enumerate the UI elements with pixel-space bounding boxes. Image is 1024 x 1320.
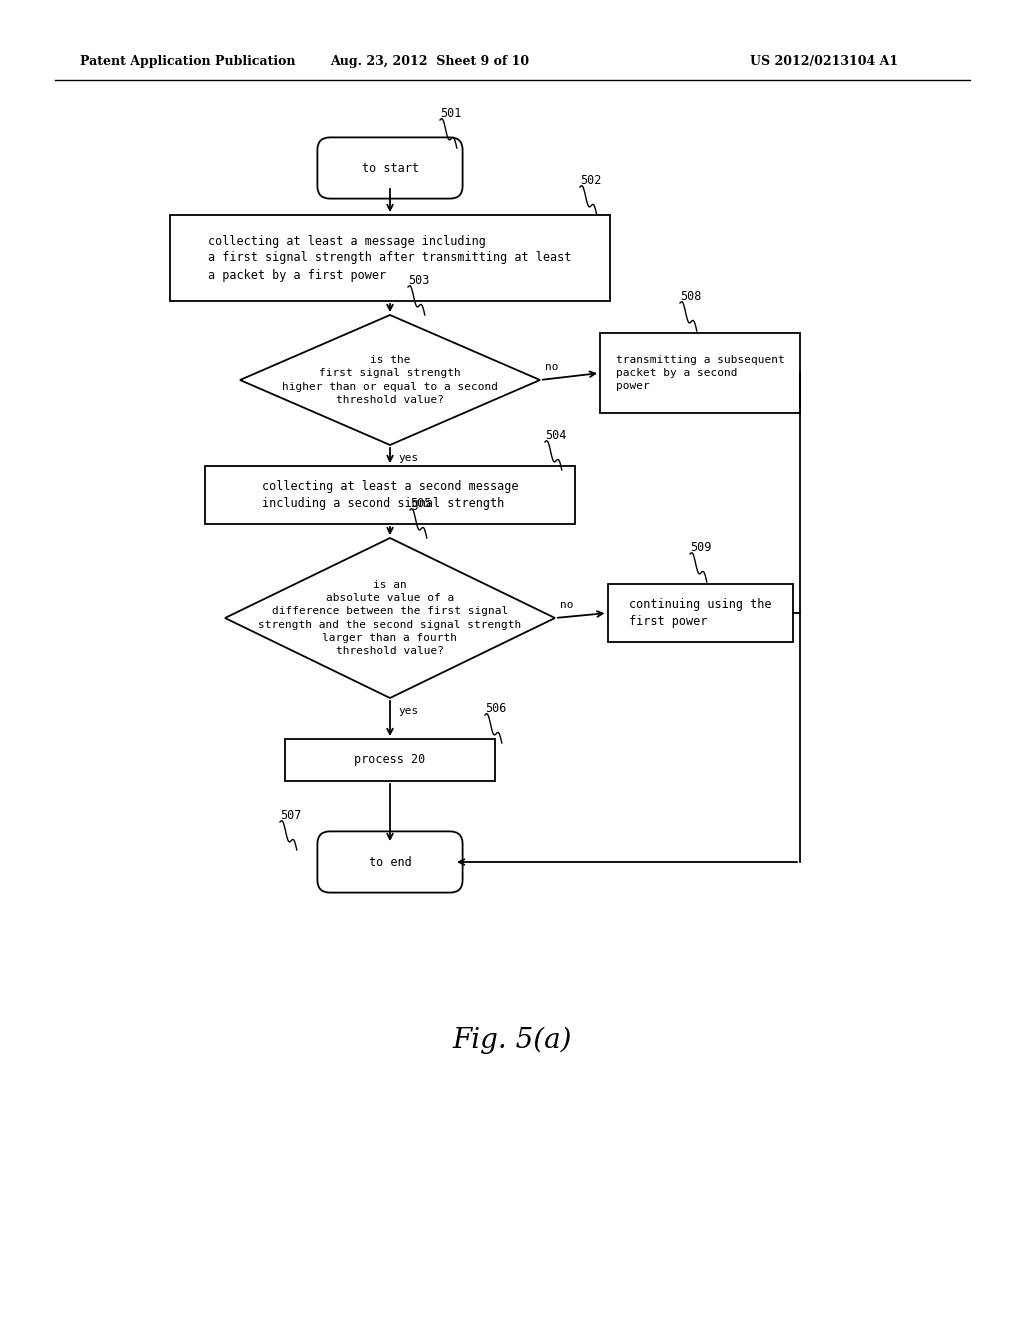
- Text: transmitting a subsequent
packet by a second
power: transmitting a subsequent packet by a se…: [615, 355, 784, 391]
- Text: continuing using the
first power: continuing using the first power: [629, 598, 771, 628]
- Bar: [285, 739, 495, 781]
- Text: 507: 507: [280, 809, 301, 822]
- Text: yes: yes: [398, 706, 418, 715]
- Text: collecting at least a message including
a first signal strength after transmitti: collecting at least a message including …: [208, 235, 571, 281]
- Text: 508: 508: [680, 290, 701, 304]
- Text: 505: 505: [410, 498, 431, 510]
- Text: 506: 506: [485, 702, 507, 715]
- Text: 509: 509: [690, 541, 712, 554]
- Text: Aug. 23, 2012  Sheet 9 of 10: Aug. 23, 2012 Sheet 9 of 10: [331, 55, 529, 69]
- Text: 503: 503: [408, 275, 429, 286]
- Polygon shape: [240, 315, 540, 445]
- Bar: [170, 215, 610, 301]
- Text: 502: 502: [580, 174, 601, 187]
- Text: process 20: process 20: [354, 754, 426, 767]
- Text: US 2012/0213104 A1: US 2012/0213104 A1: [750, 55, 898, 69]
- FancyBboxPatch shape: [317, 137, 463, 198]
- Bar: [607, 583, 793, 642]
- Text: collecting at least a second message
including a second signal strength: collecting at least a second message inc…: [262, 480, 518, 510]
- Bar: [600, 333, 800, 413]
- Polygon shape: [225, 539, 555, 698]
- Text: 501: 501: [440, 107, 462, 120]
- Text: no: no: [560, 601, 573, 610]
- FancyBboxPatch shape: [317, 832, 463, 892]
- Text: to end: to end: [369, 855, 412, 869]
- Text: is the
first signal strength
higher than or equal to a second
threshold value?: is the first signal strength higher than…: [282, 355, 498, 405]
- Text: Patent Application Publication: Patent Application Publication: [80, 55, 296, 69]
- Text: no: no: [545, 362, 558, 372]
- Text: Fig. 5(a): Fig. 5(a): [453, 1027, 571, 1053]
- Text: to start: to start: [361, 161, 419, 174]
- Bar: [205, 466, 575, 524]
- Text: is an
absolute value of a
difference between the first signal
strength and the s: is an absolute value of a difference bet…: [258, 579, 521, 656]
- Text: 504: 504: [545, 429, 566, 442]
- Text: yes: yes: [398, 453, 418, 463]
